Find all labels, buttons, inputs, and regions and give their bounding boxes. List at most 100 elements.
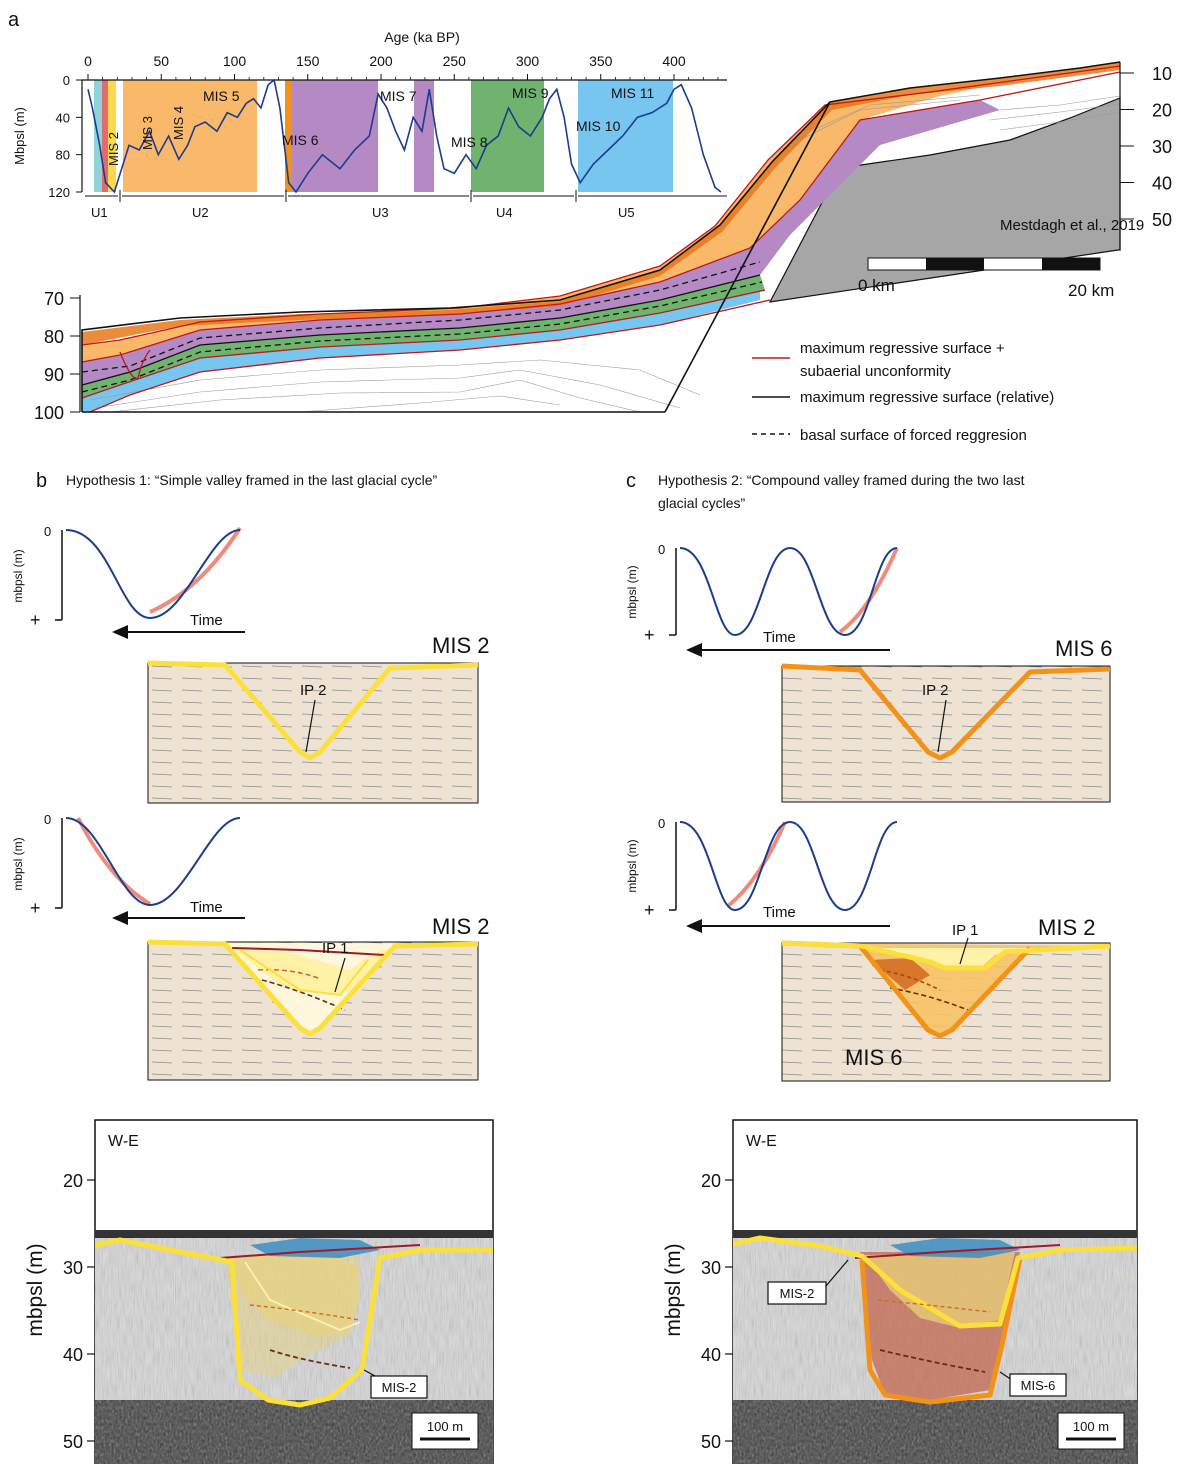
mis-label: MIS 4 xyxy=(171,106,186,140)
seismic-b: W-E 20 30 40 50 mbpsl (m) MIS-2 100 m xyxy=(24,1119,494,1464)
age-tick-label: 400 xyxy=(662,53,686,69)
scale-box xyxy=(1057,1412,1125,1450)
age-tick-label: 250 xyxy=(443,53,467,69)
seismic-tick-label: 50 xyxy=(701,1432,721,1452)
erosion-surface xyxy=(147,660,479,761)
orientation-label: W-E xyxy=(746,1133,777,1150)
rise-highlight xyxy=(838,547,899,634)
depth-tick-label: 40 xyxy=(56,110,70,125)
right-tick-label: 30 xyxy=(1152,137,1172,157)
panel-c-title-2: glacial cycles” xyxy=(658,495,745,511)
internal-reflectors xyxy=(89,94,1121,413)
depth-tick-label: 0 xyxy=(63,73,70,88)
callout-label-left: MIS-2 xyxy=(780,1286,815,1301)
mis7-band-b xyxy=(414,80,434,192)
mis-label: MIS 10 xyxy=(576,118,621,134)
plus-label: + xyxy=(30,898,41,918)
right-tick-label: 10 xyxy=(1152,64,1172,84)
zero-label: 0 xyxy=(658,816,665,831)
mis2-fill xyxy=(865,1252,1015,1328)
time-label: Time xyxy=(763,904,796,921)
right-tick-label: 20 xyxy=(1152,101,1172,121)
unit-label: U5 xyxy=(618,205,635,220)
curve-b-lower: 0 + mbpsl (m) Time xyxy=(11,812,245,925)
mis-label: MIS 3 xyxy=(140,116,155,150)
unit-label: U3 xyxy=(372,205,389,220)
ip-label: IP 2 xyxy=(922,682,948,699)
seismic-tick-label: 20 xyxy=(701,1171,721,1191)
legend-dashed-text: basal surface of forced reggresion xyxy=(800,427,1027,444)
age-axis-title: Age (ka BP) xyxy=(384,29,459,45)
layer-mis5 xyxy=(82,85,990,362)
layer-mis7 xyxy=(82,100,1000,385)
y-label: mbpsl (m) xyxy=(11,549,25,602)
scale-bar xyxy=(867,257,1101,271)
plus-label: + xyxy=(30,610,41,630)
seismic-tick-label: 20 xyxy=(63,1171,83,1191)
age-tick-label: 50 xyxy=(153,53,169,69)
right-tick-label: 40 xyxy=(1152,174,1172,194)
left-tick-label: 90 xyxy=(44,365,64,385)
citation: Mestdagh et al., 2019 xyxy=(1000,217,1144,234)
mis7-band-a xyxy=(292,80,378,192)
block-c-upper: IP 2 xyxy=(781,663,1111,803)
seismic-tick-label: 40 xyxy=(63,1345,83,1365)
left-tick-label: 70 xyxy=(44,289,64,309)
seismic-ticks: 20 30 40 50 xyxy=(701,1171,733,1452)
mis-label: MIS 8 xyxy=(451,134,488,150)
zero-label: 0 xyxy=(44,524,51,539)
y-label: mbpsl (m) xyxy=(11,837,25,890)
mis-label: MIS 2 xyxy=(106,132,121,166)
panel-a-letter: a xyxy=(8,9,20,31)
surface-lines xyxy=(81,65,1121,413)
panel-b: b Hypothesis 1: “Simple valley framed in… xyxy=(11,470,494,1464)
mis6-band xyxy=(285,80,292,192)
fall-highlight xyxy=(76,817,152,906)
lower-mis-label: MIS 2 xyxy=(1038,915,1095,940)
callout-box-left xyxy=(767,1281,827,1305)
panel-a: a 0 50 100 150 200 250 300 350 400 Age (ka BP) 0… xyxy=(8,9,1172,444)
left-depth-ticks: 70 80 90 100 xyxy=(34,289,81,423)
layer-mis9 xyxy=(82,275,765,398)
depth-tick-label: 80 xyxy=(56,148,70,163)
block-b-upper: IP 2 xyxy=(147,660,479,804)
curve-c-lower: 0 + mbpsl (m) Time xyxy=(625,816,898,933)
panel-c: c Hypothesis 2: “Compound valley framed … xyxy=(625,470,1138,1464)
age-tick-label: 350 xyxy=(589,53,613,69)
mis9-band xyxy=(471,80,544,192)
panel-b-letter: b xyxy=(36,470,47,492)
plus-label: + xyxy=(644,625,655,645)
unit-arrows xyxy=(85,190,727,202)
seismic-c: W-E 20 30 40 50 mbpsl (m) MIS-2 MIS-6 100 m xyxy=(662,1119,1138,1464)
valley-fill xyxy=(230,1256,360,1336)
ip-label: IP 1 xyxy=(952,922,978,939)
seismic-scale-label: 100 m xyxy=(427,1419,463,1434)
seismic-scale-label: 100 m xyxy=(1073,1419,1109,1434)
scale-box xyxy=(411,1412,479,1450)
mis6-fill xyxy=(782,943,1110,1036)
y-label: mbpsl (m) xyxy=(625,839,639,892)
panel-b-title: Hypothesis 1: “Simple valley framed in t… xyxy=(66,472,437,488)
scale-start: 0 km xyxy=(858,276,895,295)
erosion-surface xyxy=(781,663,1111,761)
left-tick-label: 80 xyxy=(44,327,64,347)
unit-label: U4 xyxy=(496,205,513,220)
block-c-lower: IP 1 MIS 6 xyxy=(781,922,1111,1082)
mis11-band xyxy=(578,80,673,192)
upper-mis-label: MIS 2 xyxy=(432,633,489,658)
dark-fill xyxy=(870,958,930,990)
right-depth-ticks: 10 20 30 40 50 xyxy=(1120,64,1172,230)
seismic-tick-label: 40 xyxy=(701,1345,721,1365)
highlight xyxy=(726,821,787,908)
orientation-label: W-E xyxy=(108,1133,139,1150)
depth-axis-title: Mbpsl (m) xyxy=(12,107,27,165)
age-tick-label: 200 xyxy=(369,53,393,69)
mis-label: MIS 6 xyxy=(282,132,319,148)
callout-label: MIS-2 xyxy=(382,1380,417,1395)
valley-fill xyxy=(232,946,395,995)
age-tick-label: 100 xyxy=(223,53,247,69)
time-label: Time xyxy=(190,899,223,916)
basement xyxy=(768,97,1121,303)
seismic-tick-label: 50 xyxy=(63,1432,83,1452)
depth-ticks: 0 40 80 120 xyxy=(48,73,82,200)
